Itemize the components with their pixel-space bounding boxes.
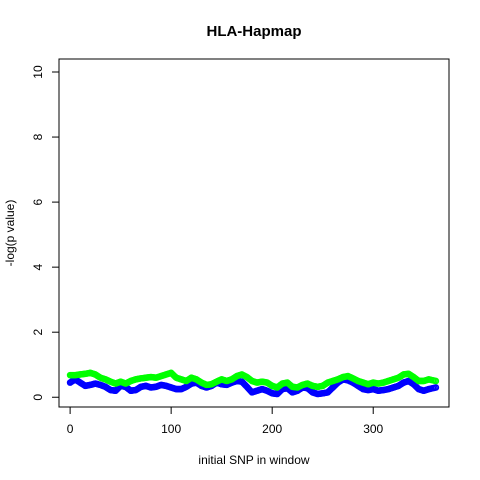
axes-layer: 0 100 200 300 0 2 4 6 8 10 — [31, 65, 383, 436]
y-tick-label: 8 — [31, 133, 45, 140]
x-tick-label: 0 — [67, 422, 74, 436]
y-tick-label: 2 — [31, 329, 45, 336]
data-point — [432, 377, 440, 385]
data-point — [432, 384, 440, 391]
x-axis-label: initial SNP in window — [198, 453, 309, 467]
x-tick-label: 300 — [363, 422, 383, 436]
y-tick-label: 6 — [31, 198, 45, 205]
y-tick-label: 4 — [31, 263, 45, 270]
plot-frame — [58, 58, 450, 408]
series-2 — [66, 369, 440, 391]
y-axis-label: -log(p value) — [3, 200, 17, 267]
chart-title: HLA-Hapmap — [206, 23, 301, 40]
x-tick-label: 100 — [161, 422, 181, 436]
y-tick-label: 10 — [31, 65, 45, 79]
y-tick-label: 0 — [31, 394, 45, 401]
x-tick-label: 200 — [262, 422, 282, 436]
points-layer — [66, 369, 440, 398]
